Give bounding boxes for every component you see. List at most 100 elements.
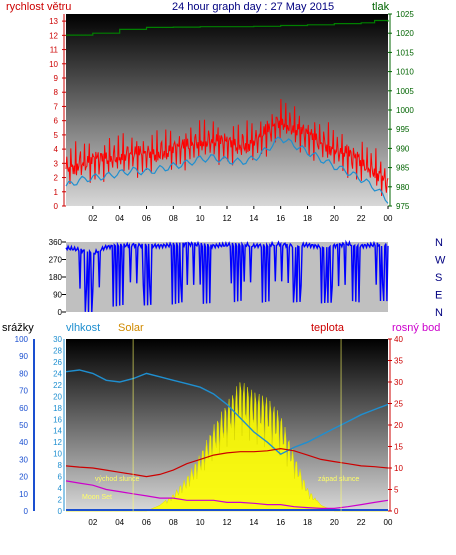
wind-left-tick-label: 13 — [49, 17, 58, 26]
temperature-line — [65, 447, 389, 478]
wind-left-tick-label: 8 — [54, 88, 59, 97]
wind-x-tick-label: 16 — [276, 214, 285, 223]
rain-tick-label: 30 — [19, 455, 28, 464]
direction-left-tick-label: 360 — [49, 238, 63, 247]
humidity-x-tick-label: 14 — [249, 518, 258, 527]
temperature-tick-label: 0 — [394, 507, 399, 516]
wind-left-tick-label: 3 — [54, 159, 59, 168]
rain-tick-label: 70 — [19, 387, 28, 396]
solar-humidity-tick-label: 18 — [53, 404, 62, 413]
humidity-x-tick-label: 00 — [384, 518, 393, 527]
direction-compass-label: S — [435, 272, 442, 284]
wind-average-line — [65, 136, 389, 204]
wind-x-tick-label: 22 — [357, 214, 366, 223]
solar-humidity-tick-label: 26 — [53, 358, 62, 367]
wind-left-tick-label: 2 — [54, 174, 59, 183]
rain-tick-label: 100 — [15, 335, 29, 344]
temperature-tick-label: 20 — [394, 421, 403, 430]
temperature-tick-label: 10 — [394, 464, 403, 473]
pressure-line — [66, 19, 389, 36]
solar-humidity-tick-label: 28 — [53, 346, 62, 355]
wind-left-tick-label: 4 — [54, 145, 59, 154]
humidity-x-tick-label: 02 — [88, 518, 97, 527]
wind-x-tick-label: 20 — [330, 214, 339, 223]
humidity-x-tick-label: 20 — [330, 518, 339, 527]
humidity-x-tick-label: 12 — [223, 518, 232, 527]
wind-x-tick-label: 00 — [384, 214, 393, 223]
moonset-annotation: Moon Set — [82, 494, 112, 501]
pressure-right-tick-label: 1010 — [396, 68, 414, 77]
solar-humidity-tick-label: 6 — [58, 473, 63, 482]
humidity-axis-label: vlhkost — [66, 322, 100, 334]
pressure-right-tick-label: 1025 — [396, 10, 414, 19]
wind-x-tick-label: 08 — [169, 214, 178, 223]
temperature-tick-label: 25 — [394, 400, 403, 409]
solar-humidity-tick-label: 0 — [58, 507, 63, 516]
wind-left-tick-label: 7 — [54, 102, 59, 111]
wind-left-tick-label: 6 — [54, 117, 59, 126]
direction-left-tick-label: 0 — [58, 308, 63, 317]
chart-title: 24 hour graph day : 27 May 2015 — [172, 1, 334, 13]
solar-humidity-tick-label: 10 — [53, 450, 62, 459]
sunset-annotation: západ slunce — [318, 476, 359, 483]
pressure-right-tick-label: 1005 — [396, 87, 414, 96]
solar-humidity-tick-label: 14 — [53, 427, 62, 436]
temperature-tick-label: 5 — [394, 486, 399, 495]
wind-left-tick-label: 0 — [54, 202, 59, 211]
solar-humidity-tick-label: 30 — [53, 335, 62, 344]
direction-left-tick-label: 270 — [49, 256, 63, 265]
dewpoint-axis-label: rosný bod — [392, 322, 440, 334]
dewpoint-line — [65, 480, 389, 509]
wind-pressure-plot — [66, 14, 388, 206]
humidity-x-tick-label: 06 — [142, 518, 151, 527]
direction-left-tick-label: 180 — [49, 273, 63, 282]
sunrise-annotation: východ slunce — [95, 476, 139, 483]
wind-x-tick-label: 06 — [142, 214, 151, 223]
humidity-x-tick-label: 10 — [196, 518, 205, 527]
temperature-axis-label: teplota — [311, 322, 345, 334]
wind-left-tick-label: 12 — [49, 31, 58, 40]
rain-axis-label: srážky — [2, 322, 34, 334]
wind-x-tick-label: 18 — [303, 214, 312, 223]
temperature-tick-label: 40 — [394, 335, 403, 344]
temperature-tick-label: 15 — [394, 443, 403, 452]
wind-left-tick-label: 1 — [54, 188, 59, 197]
solar-axis-label: Solar — [118, 322, 144, 334]
pressure-right-tick-label: 1020 — [396, 29, 414, 38]
wind-x-tick-label: 12 — [223, 214, 232, 223]
direction-compass-label: E — [435, 290, 442, 302]
wind-left-tick-label: 5 — [54, 131, 59, 140]
wind-x-tick-label: 04 — [115, 214, 124, 223]
rain-tick-label: 60 — [19, 404, 28, 413]
humidity-x-tick-label: 08 — [169, 518, 178, 527]
direction-compass-label: W — [435, 255, 446, 267]
solar-humidity-tick-label: 22 — [53, 381, 62, 390]
solar-humidity-tick-label: 4 — [58, 484, 63, 493]
humidity-x-tick-label: 16 — [276, 518, 285, 527]
rain-tick-label: 90 — [19, 352, 28, 361]
wind-speed-line — [65, 98, 389, 197]
wind-x-tick-label: 14 — [249, 214, 258, 223]
pressure-right-tick-label: 1015 — [396, 48, 414, 57]
solar-humidity-tick-label: 20 — [53, 392, 62, 401]
rain-tick-label: 80 — [19, 369, 28, 378]
rain-tick-label: 10 — [19, 490, 28, 499]
humidity-x-tick-label: 18 — [303, 518, 312, 527]
wind-x-tick-label: 02 — [88, 214, 97, 223]
wind-left-tick-label: 9 — [54, 74, 59, 83]
solar-humidity-tick-label: 12 — [53, 438, 62, 447]
rain-tick-label: 40 — [19, 438, 28, 447]
rain-tick-label: 20 — [19, 473, 28, 482]
temperature-tick-label: 30 — [394, 378, 403, 387]
pressure-right-tick-label: 985 — [396, 164, 410, 173]
direction-compass-label: N — [435, 237, 443, 249]
direction-left-tick-label: 90 — [53, 291, 62, 300]
wind-x-tick-label: 10 — [196, 214, 205, 223]
humidity-x-tick-label: 04 — [115, 518, 124, 527]
direction-compass-label: N — [435, 307, 443, 319]
solar-humidity-tick-label: 16 — [53, 415, 62, 424]
wind-left-tick-label: 10 — [49, 60, 58, 69]
pressure-right-tick-label: 995 — [396, 125, 410, 134]
